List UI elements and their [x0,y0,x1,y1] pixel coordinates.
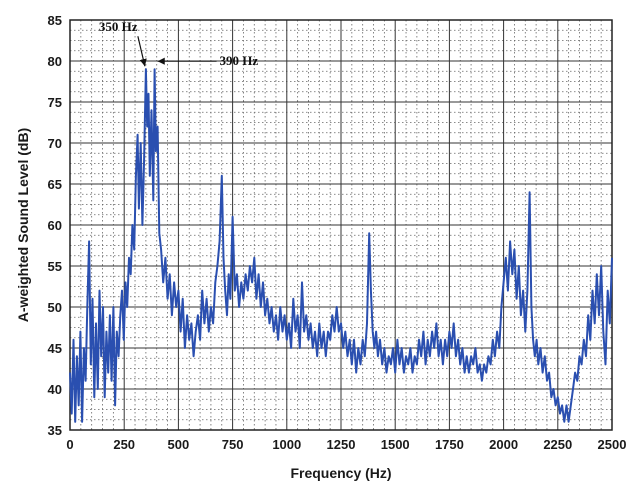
plot-frame [69,19,613,431]
x-tick-label: 1750 [435,437,464,452]
y-tick-label: 55 [48,259,62,274]
x-tick-label: 2500 [598,437,627,452]
y-tick-label: 60 [48,218,62,233]
y-tick-label: 80 [48,54,62,69]
x-tick-label: 2250 [543,437,572,452]
y-tick-label: 40 [48,382,62,397]
y-tick-label: 75 [48,95,62,110]
y-tick-label: 35 [48,423,62,438]
y-tick-label: 70 [48,136,62,151]
annotation-arrow-350hz [137,36,147,67]
x-tick-label: 0 [66,437,73,452]
annotation-350hz: 350 Hz [99,19,138,34]
y-tick-label: 65 [48,177,62,192]
x-tick-label: 1250 [327,437,356,452]
y-axis-label: A-weighted Sound Level (dB) [15,128,31,322]
series-layer [69,68,613,423]
x-tick-label: 250 [113,437,135,452]
x-tick-label: 1000 [272,437,301,452]
x-tick-label: 750 [222,437,244,452]
x-tick-label: 1500 [381,437,410,452]
x-axis-ticks: 0 250 500 750 1000 1250 1500 1750 2000 2250 2500 [66,437,626,452]
annotation-390hz: 390 Hz [220,53,259,68]
x-tick-label: 2000 [489,437,518,452]
y-tick-label: 45 [48,341,62,356]
annotations: 350 Hz 390 Hz [99,19,259,68]
x-tick-label: 500 [168,437,190,452]
y-tick-label: 50 [48,300,62,315]
series-line-0 [69,68,613,423]
y-axis-ticks: 35 40 45 50 55 60 65 70 75 80 85 [48,13,62,438]
y-tick-label: 85 [48,13,62,28]
x-axis-label: Frequency (Hz) [290,465,391,481]
